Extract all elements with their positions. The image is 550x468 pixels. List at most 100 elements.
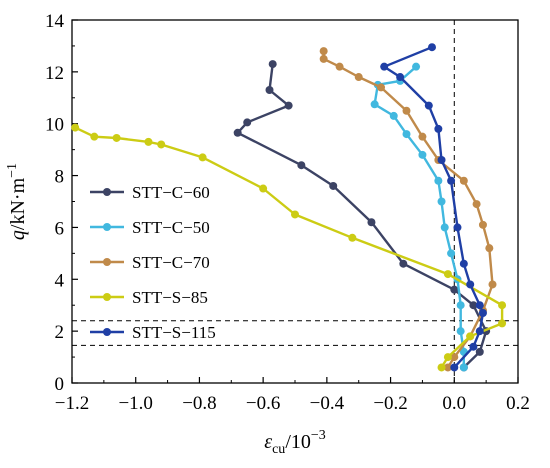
- y-tick-label: 6: [55, 218, 65, 239]
- legend-marker: [103, 223, 111, 231]
- data-point: [402, 130, 411, 139]
- y-tick-label: 2: [55, 322, 65, 343]
- data-point: [389, 111, 398, 120]
- data-point: [485, 244, 494, 253]
- data-point: [112, 133, 121, 142]
- data-point: [412, 62, 421, 71]
- data-point: [459, 176, 468, 185]
- data-point: [434, 176, 443, 185]
- data-point: [447, 176, 456, 185]
- data-point: [469, 301, 478, 310]
- x-tick-label: 0.0: [442, 393, 466, 414]
- y-tick-label: 12: [45, 63, 64, 84]
- data-point: [348, 233, 357, 242]
- data-point: [418, 150, 427, 159]
- legend-label: STT−C−60: [132, 183, 210, 202]
- data-point: [157, 140, 166, 149]
- series-line-1: [236, 63, 488, 369]
- legend-marker: [103, 328, 111, 336]
- data-point: [443, 363, 452, 372]
- data-point: [437, 156, 446, 165]
- data-point: [466, 280, 475, 289]
- y-tick-label: 4: [55, 270, 65, 291]
- data-point: [456, 301, 465, 310]
- y-axis-title: q/kN·m−1: [5, 163, 29, 240]
- data-point: [380, 62, 389, 71]
- x-tick-label: 0.2: [506, 393, 530, 414]
- data-point: [456, 327, 465, 336]
- x-tick-label: −0.4: [310, 393, 345, 414]
- legend-label: STT−S−85: [132, 288, 208, 307]
- data-point: [475, 301, 484, 310]
- data-point: [418, 132, 427, 141]
- data-point: [297, 161, 306, 170]
- data-point: [424, 101, 433, 110]
- data-point: [399, 259, 408, 268]
- data-point: [71, 123, 80, 132]
- data-point: [440, 223, 449, 232]
- y-tick-label: 0: [55, 374, 65, 395]
- data-point: [472, 200, 481, 209]
- x-tick-label: −0.8: [182, 393, 216, 414]
- data-point: [291, 210, 299, 219]
- y-tick-label: 10: [45, 115, 64, 136]
- x-tick-label: −0.6: [246, 393, 280, 414]
- data-point: [396, 73, 405, 82]
- y-tick-label: 8: [55, 167, 65, 188]
- data-point: [268, 60, 277, 69]
- legend-label: STT−C−70: [132, 253, 210, 272]
- series-line-2: [373, 65, 465, 368]
- data-point: [459, 363, 468, 372]
- x-tick-label: −1.0: [118, 393, 152, 414]
- data-point: [488, 280, 497, 289]
- data-point: [335, 62, 344, 71]
- data-point: [233, 128, 242, 137]
- data-point: [437, 197, 446, 206]
- data-point: [259, 184, 268, 193]
- x-tick-label: −0.2: [373, 393, 407, 414]
- data-point: [90, 132, 99, 141]
- data-point: [450, 363, 459, 372]
- legend-marker: [103, 188, 111, 196]
- data-point: [453, 223, 462, 232]
- data-point: [367, 218, 376, 227]
- data-point: [459, 259, 468, 268]
- data-point: [475, 347, 484, 356]
- data-point: [329, 181, 338, 190]
- data-point: [144, 137, 153, 146]
- legend-marker: [103, 293, 111, 301]
- legend-marker: [103, 258, 111, 266]
- x-axis-title: εcu/10−3: [264, 428, 326, 457]
- data-point: [450, 353, 459, 362]
- series-line-5: [383, 46, 485, 369]
- data-point: [427, 43, 436, 52]
- data-point: [447, 249, 456, 258]
- legend-label: STT−C−50: [132, 218, 210, 237]
- data-point: [498, 301, 507, 310]
- data-point: [437, 363, 446, 372]
- y-tick-label: 14: [45, 11, 65, 32]
- data-point: [443, 353, 452, 362]
- data-point: [319, 47, 328, 56]
- data-point: [475, 327, 484, 336]
- data-point: [498, 319, 507, 328]
- data-point: [478, 220, 487, 229]
- data-point: [198, 153, 207, 162]
- data-point: [443, 270, 452, 279]
- data-point: [319, 54, 328, 63]
- data-point: [354, 73, 363, 82]
- legend-label: STT−S−115: [132, 323, 216, 342]
- data-point: [265, 86, 274, 95]
- data-point: [450, 285, 459, 294]
- data-point: [434, 124, 443, 133]
- data-point: [402, 106, 411, 115]
- data-point: [243, 118, 252, 127]
- data-point: [377, 83, 386, 92]
- series-line-3: [322, 51, 494, 369]
- data-point: [466, 332, 475, 341]
- data-point: [469, 342, 478, 351]
- x-tick-label: −1.2: [55, 393, 89, 414]
- data-point: [370, 100, 379, 109]
